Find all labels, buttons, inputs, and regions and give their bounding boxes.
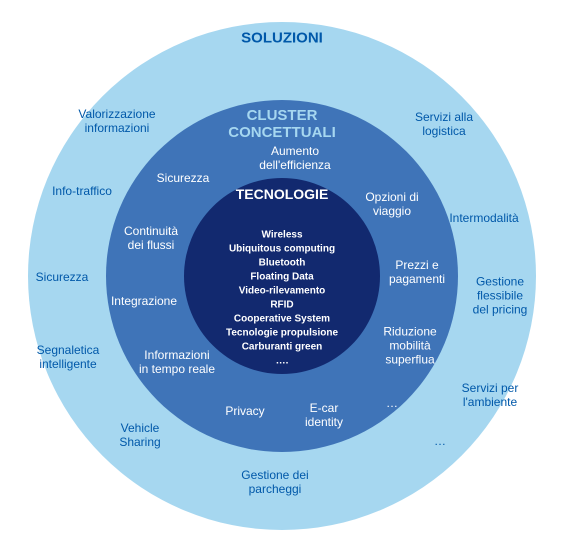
middle-label: Privacy — [225, 405, 264, 419]
ring-outer-title: SOLUZIONI — [241, 29, 323, 46]
middle-label: Sicurezza — [157, 172, 210, 186]
tech-item: Wireless — [261, 229, 302, 241]
outer-label: Servizi per l'ambiente — [462, 382, 519, 410]
tech-item: …. — [276, 355, 289, 367]
tech-item: Floating Data — [250, 271, 313, 283]
middle-label: Opzioni di viaggio — [365, 191, 418, 219]
outer-label: Valorizzazione informazioni — [78, 108, 155, 136]
tech-item: Ubiquitous computing — [229, 243, 335, 255]
middle-label: E-car identity — [305, 402, 343, 430]
outer-label: … — [434, 435, 446, 449]
middle-label: Riduzione mobilità superflua — [383, 325, 436, 366]
ring-middle-title: CLUSTER CONCETTUALI — [228, 107, 336, 142]
outer-label: Intermodalità — [449, 212, 518, 226]
outer-label: Info-traffico — [52, 185, 112, 199]
outer-label: Gestione dei parcheggi — [241, 469, 308, 497]
tech-item: Cooperative System — [234, 313, 330, 325]
outer-label: Gestione flessibile del pricing — [473, 275, 528, 316]
outer-label: Sicurezza — [36, 271, 89, 285]
tech-item: RFID — [270, 299, 293, 311]
diagram-stage: SOLUZIONI CLUSTER CONCETTUALI TECNOLOGIE… — [0, 0, 565, 534]
outer-label: Vehicle Sharing — [119, 422, 160, 450]
outer-label: Segnaletica intelligente — [37, 344, 100, 372]
tech-item: Carburanti green — [242, 341, 323, 353]
middle-label: … — [386, 397, 398, 411]
tech-item: Video-rilevamento — [239, 285, 326, 297]
middle-label: Integrazione — [111, 295, 177, 309]
middle-label: Prezzi e pagamenti — [389, 259, 445, 287]
tech-item: Bluetooth — [259, 257, 306, 269]
ring-inner-title: TECNOLOGIE — [236, 186, 329, 202]
middle-label: Continuità dei flussi — [124, 225, 178, 253]
middle-label: Aumento dell'efficienza — [259, 145, 330, 173]
outer-label: Servizi alla logistica — [415, 111, 473, 139]
middle-label: Informazioni in tempo reale — [139, 349, 215, 377]
tech-item: Tecnologie propulsione — [226, 327, 338, 339]
